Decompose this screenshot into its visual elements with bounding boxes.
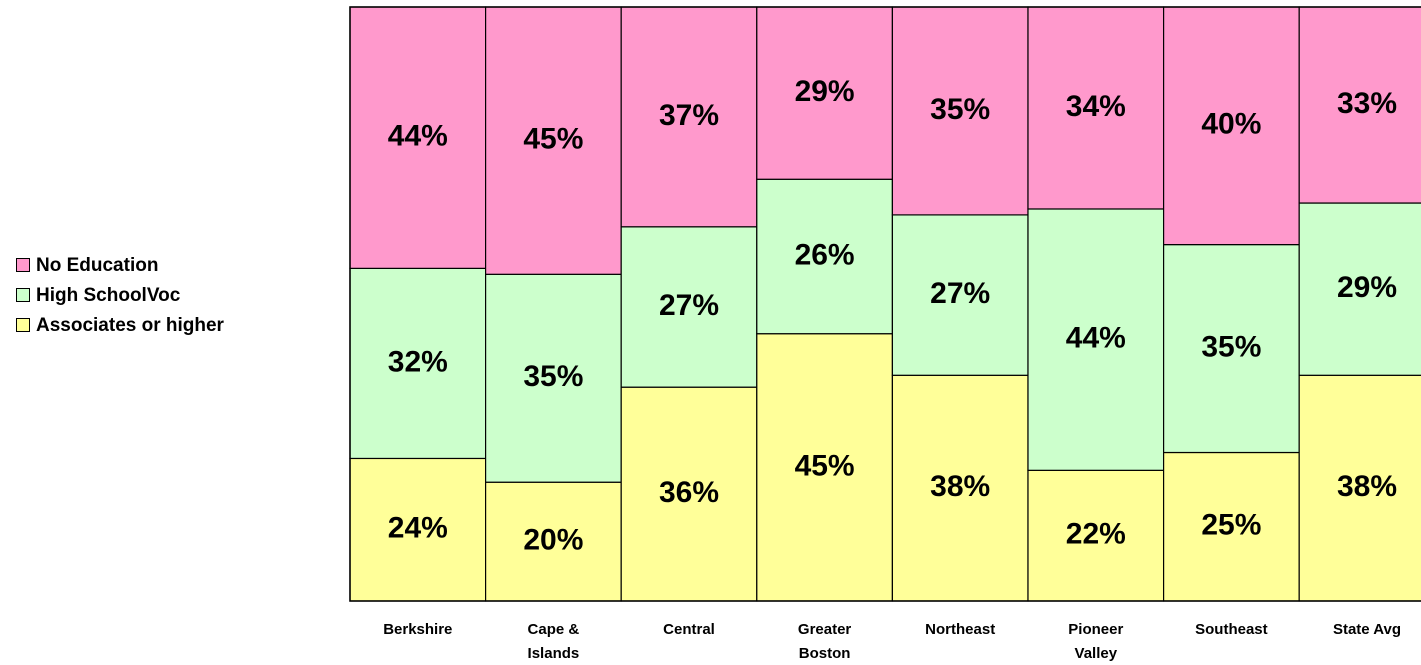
value-label: 25% [1201, 509, 1261, 542]
value-label: 38% [930, 470, 990, 503]
legend-item: Associates or higher [16, 315, 224, 337]
value-label: 32% [388, 345, 448, 378]
bar-segment [485, 273, 622, 483]
value-label: 27% [659, 289, 719, 322]
value-label: 45% [795, 449, 855, 482]
bar-segment [1162, 6, 1300, 246]
bar-segment [1162, 244, 1300, 454]
value-label: 24% [388, 512, 448, 545]
legend-swatch [16, 258, 30, 272]
bar-segment [485, 6, 622, 275]
value-label: 36% [659, 476, 719, 509]
bar-segment [1027, 6, 1165, 210]
bar-segment [1298, 6, 1421, 204]
bar-segment [891, 374, 1029, 602]
x-tick-label: Southeast [1195, 621, 1268, 638]
value-label: 20% [523, 524, 583, 557]
x-tick-label: Berkshire [383, 621, 453, 638]
x-tick-label: Cape & Islands [527, 621, 580, 662]
bar-segment [1027, 208, 1165, 471]
value-label: 33% [1337, 87, 1397, 120]
value-label: 34% [1066, 90, 1126, 123]
value-label: 29% [1337, 271, 1397, 304]
legend-label: No Education [36, 255, 159, 276]
value-label: 35% [523, 360, 583, 393]
bar-segment [1027, 469, 1165, 602]
x-tick-label: Central [663, 621, 715, 638]
value-label: 27% [930, 277, 990, 310]
value-label: 45% [523, 123, 583, 156]
legend-swatch [16, 288, 30, 302]
value-label: 29% [795, 75, 855, 108]
value-label: 35% [1201, 330, 1261, 363]
value-label: 44% [388, 120, 448, 153]
bar-segment [620, 6, 758, 228]
value-label: 40% [1201, 108, 1261, 141]
value-label: 37% [659, 99, 719, 132]
x-tick-label: State Avg [1332, 621, 1402, 638]
value-label: 22% [1066, 518, 1126, 551]
value-label: 38% [1337, 470, 1397, 503]
bar-segment [1162, 451, 1300, 602]
value-label: 35% [930, 93, 990, 126]
x-tick-label: Northeast [925, 621, 996, 638]
bar-segment [620, 386, 758, 602]
legend-item: High SchoolVoc [16, 285, 180, 307]
bar-segment [620, 226, 758, 388]
plot-border [349, 6, 1421, 602]
bar-segment [891, 6, 1029, 216]
x-tick-label: Pioneer Valley [1068, 621, 1124, 662]
legend-label: High SchoolVoc [36, 285, 181, 306]
x-tick-label: Greater Boston [797, 621, 852, 662]
legend-swatch [16, 318, 30, 332]
bar-segment [349, 6, 487, 269]
value-label: 26% [795, 238, 855, 271]
bar-segment [1298, 374, 1421, 602]
legend-item: No Education [16, 255, 158, 277]
bar-segment [891, 214, 1029, 376]
legend-label: Associates or higher [36, 315, 224, 336]
bar-segment [756, 6, 893, 180]
value-label: 44% [1066, 322, 1126, 355]
bar-segment [349, 457, 487, 602]
